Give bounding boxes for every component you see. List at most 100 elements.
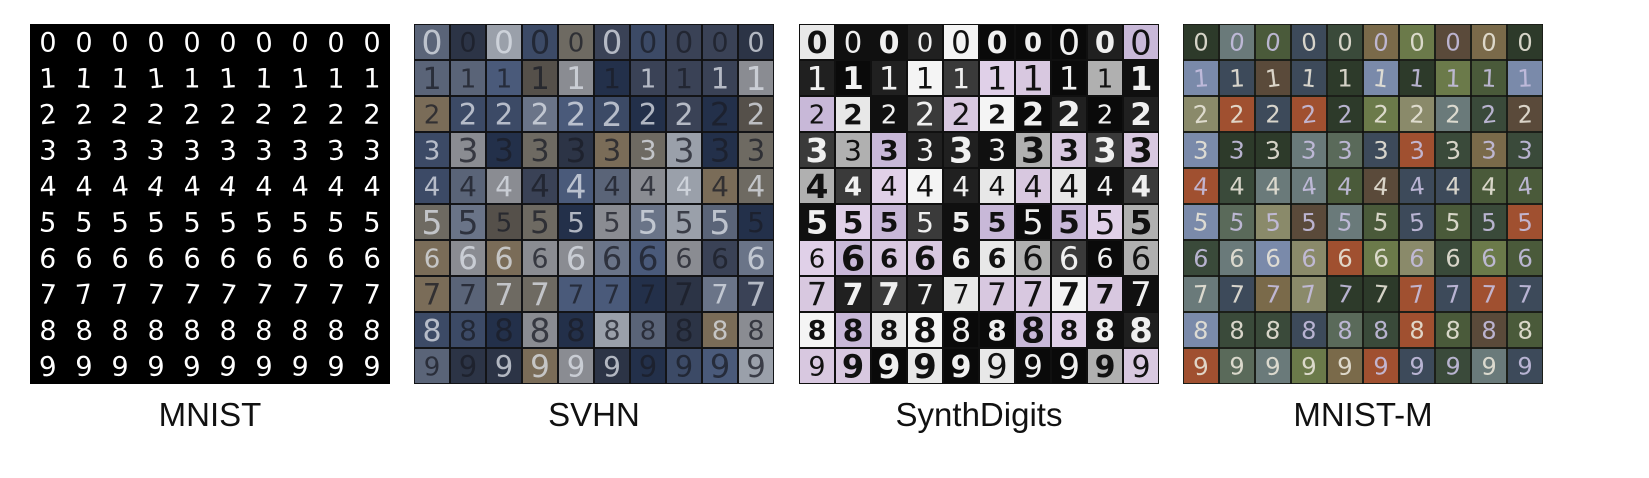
svg-text:9: 9 (842, 348, 864, 384)
svg-text:5: 5 (1265, 208, 1282, 237)
svg-text:8: 8 (1129, 311, 1153, 351)
svg-text:4: 4 (1023, 170, 1042, 205)
svg-text:2: 2 (1057, 95, 1081, 135)
svg-text:2: 2 (1445, 100, 1461, 129)
digit-sample-tile: 2 (1292, 97, 1326, 131)
svg-text:3: 3 (988, 133, 1006, 167)
svg-text:9: 9 (1373, 353, 1388, 381)
digit-sample-tile: 6 (255, 244, 273, 275)
digit-sample-tile: 1 (908, 61, 942, 95)
digit-sample-tile: 9 (217, 351, 238, 384)
svg-text:0: 0 (987, 26, 1008, 61)
svg-text:1: 1 (39, 63, 58, 95)
digit-sample-tile: 7 (944, 277, 978, 311)
svg-text:3: 3 (218, 135, 237, 167)
svg-text:9: 9 (1517, 353, 1532, 381)
digit-sample-tile: 4 (146, 171, 166, 204)
svg-text:6: 6 (951, 242, 970, 275)
digit-sample-tile: 6 (1256, 241, 1290, 275)
svg-text:7: 7 (146, 279, 165, 311)
digit-sample-tile: 5 (487, 205, 521, 239)
svg-text:5: 5 (1095, 203, 1116, 242)
svg-text:7: 7 (843, 278, 864, 313)
digit-sample-tile: 8 (800, 313, 834, 347)
svg-text:5: 5 (183, 208, 201, 239)
digit-sample-tile: 8 (872, 313, 906, 347)
digit-sample-tile: 1 (1436, 61, 1470, 95)
digit-sample-tile: 1 (523, 61, 557, 97)
svg-text:1: 1 (1408, 64, 1426, 93)
svg-text:5: 5 (1130, 203, 1153, 242)
digit-sample-tile: 3 (362, 135, 381, 167)
svg-text:8: 8 (951, 312, 971, 350)
digit-sample-tile: 5 (667, 205, 701, 241)
digit-sample-tile: 9 (872, 347, 906, 384)
svg-text:7: 7 (1229, 280, 1246, 309)
svg-text:1: 1 (218, 63, 237, 95)
digit-sample-tile: 2 (1400, 97, 1434, 131)
digit-sample-tile: 9 (363, 352, 380, 383)
svg-text:7: 7 (987, 277, 1007, 313)
digit-sample-tile: 6 (1472, 241, 1506, 275)
digit-sample-tile: 3 (1364, 133, 1398, 167)
digit-sample-tile: 8 (1400, 313, 1434, 347)
digit-sample-tile: 8 (944, 312, 978, 350)
svg-text:1: 1 (496, 64, 513, 94)
digit-sample-tile: 1 (74, 63, 93, 95)
svg-text:0: 0 (254, 27, 274, 60)
svg-text:1: 1 (1264, 64, 1283, 94)
digit-sample-tile: 6 (1292, 241, 1326, 275)
digit-sample-tile: 2 (944, 97, 978, 133)
svg-text:7: 7 (1336, 280, 1355, 310)
digit-sample-tile: 3 (1016, 132, 1050, 172)
svg-text:7: 7 (640, 280, 657, 310)
digit-sample-tile: 3 (183, 136, 201, 167)
svg-text:6: 6 (1264, 244, 1282, 273)
svg-text:2: 2 (290, 99, 309, 131)
svg-text:9: 9 (111, 352, 129, 383)
svg-text:5: 5 (327, 207, 346, 239)
digit-sample-tile: 0 (800, 25, 834, 61)
svg-text:7: 7 (1517, 280, 1533, 309)
svg-text:1: 1 (422, 62, 441, 97)
svg-text:6: 6 (38, 243, 58, 276)
digit-sample-tile: 7 (182, 279, 202, 311)
digit-sample-tile: 8 (487, 313, 521, 349)
svg-text:4: 4 (1265, 173, 1281, 201)
svg-text:6: 6 (988, 244, 1007, 275)
svg-text:2: 2 (182, 99, 202, 131)
digit-sample-tile: 7 (703, 277, 737, 311)
synthdigits-caption: SynthDigits (895, 396, 1063, 433)
digit-sample-tile: 2 (631, 97, 665, 131)
svg-text:8: 8 (674, 314, 693, 349)
digit-sample-tile: 2 (290, 99, 309, 131)
svg-text:9: 9 (363, 352, 380, 383)
digit-sample-tile: 2 (145, 99, 166, 132)
digit-sample-tile: 9 (980, 347, 1014, 384)
digit-sample-tile: 0 (980, 25, 1014, 61)
svg-text:6: 6 (255, 244, 273, 275)
digit-sample-tile: 7 (146, 279, 165, 311)
svg-text:5: 5 (806, 204, 828, 242)
digit-sample-tile: 2 (800, 97, 834, 131)
digit-sample-tile: 5 (631, 204, 665, 242)
svg-text:7: 7 (494, 278, 513, 313)
digit-sample-tile: 5 (1256, 205, 1290, 239)
svg-text:8: 8 (362, 315, 382, 348)
digit-sample-tile: 7 (1508, 277, 1542, 311)
digit-sample-tile: 0 (254, 27, 274, 60)
svg-text:2: 2 (602, 95, 623, 134)
svg-text:0: 0 (1264, 28, 1283, 58)
digit-sample-tile: 0 (667, 25, 701, 59)
svg-text:7: 7 (530, 277, 550, 313)
digit-sample-tile: 0 (327, 28, 345, 59)
digit-sample-tile: 7 (1328, 277, 1362, 311)
svg-text:8: 8 (1409, 317, 1424, 345)
digit-sample-tile: 0 (872, 25, 906, 61)
digit-sample-tile: 0 (146, 27, 165, 59)
digit-sample-tile: 1 (836, 61, 870, 97)
svg-text:8: 8 (712, 316, 729, 346)
svg-text:5: 5 (146, 207, 165, 239)
svg-text:6: 6 (880, 244, 898, 274)
svg-text:0: 0 (917, 28, 934, 58)
